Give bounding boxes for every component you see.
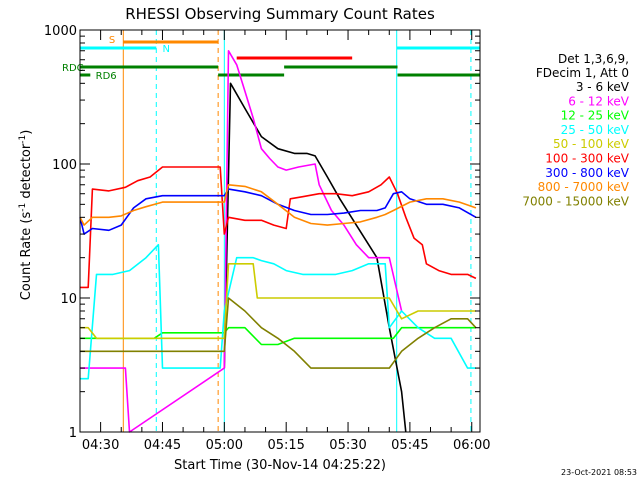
y-axis-label-sup1: -1 <box>18 203 28 212</box>
y-tick-label-1: 10 <box>60 292 77 307</box>
legend-entry-5: 100 - 300 keV <box>545 152 629 166</box>
x-tick-label-6: 06:00 <box>453 438 490 453</box>
legend-entry-6: 300 - 800 keV <box>545 166 629 180</box>
series-line-2 <box>80 326 476 346</box>
legend-entry-4: 50 - 100 keV <box>553 137 630 151</box>
x-tick-label-0: 04:30 <box>82 438 119 453</box>
series-line-0 <box>223 82 407 433</box>
plot-area: S N RDC RD6 <box>62 30 480 433</box>
annotation-label-s: S <box>109 35 115 46</box>
legend-entry-2: 12 - 25 keV <box>561 109 630 123</box>
y-tick-label-3: 1000 <box>44 24 77 39</box>
y-axis-label: Count Rate (s-1 detector-1) <box>18 130 34 301</box>
y-tick-label-2: 100 <box>52 158 77 173</box>
footer-date: 23-Oct-2021 08:53 <box>561 468 637 477</box>
y-axis-label-main: Count Rate (s <box>19 212 34 301</box>
chart-title: RHESSI Observing Summary Count Rates <box>125 5 435 23</box>
x-axis-label: Start Time (30-Nov-14 04:25:22) <box>174 458 386 473</box>
x-tick-label-4: 05:30 <box>329 438 366 453</box>
y-tick-label-0: 1 <box>69 426 77 441</box>
series-line-6 <box>79 188 477 235</box>
annotation-label-n: N <box>162 44 169 55</box>
series-line-4 <box>80 262 476 340</box>
legend-entry-3: 25 - 50 keV <box>561 123 630 137</box>
x-tick-label-5: 05:45 <box>391 438 428 453</box>
axis-ticks: 1 10 100 1000 04:30 04:45 05:00 05:15 05:30 05:45… <box>44 24 491 453</box>
plot-frame <box>79 29 481 433</box>
annotation-label-rd6: RD6 <box>96 71 117 82</box>
legend-entry-1: 6 - 12 keV <box>568 94 630 108</box>
series-line-5 <box>80 166 477 289</box>
legend-entry-8: 7000 - 15000 keV <box>522 194 629 208</box>
legend-entry-7: 800 - 7000 keV <box>538 180 630 194</box>
series-line-8 <box>80 297 477 369</box>
legend: Det 1,3,6,9, FDecim 1, Att 0 3 - 6 keV6 … <box>522 52 629 208</box>
y-axis-label-sup2: -1 <box>18 135 28 144</box>
series-line-7 <box>79 184 477 226</box>
x-tick-label-1: 04:45 <box>144 438 181 453</box>
legend-header-line-1: Det 1,3,6,9, <box>558 52 629 66</box>
x-tick-label-2: 05:00 <box>206 438 243 453</box>
series-line-3 <box>80 243 476 380</box>
annotation-label-rdc: RDC <box>62 63 84 74</box>
y-axis-label-mid: detector <box>19 143 34 203</box>
x-tick-label-3: 05:15 <box>267 438 304 453</box>
svg-text:Count Rate (s-1 detector-1): Count Rate (s-1 detector-1) <box>18 130 34 301</box>
legend-header-line-2: FDecim 1, Att 0 <box>536 66 629 80</box>
legend-entry-0: 3 - 6 keV <box>576 80 630 94</box>
series-line-1 <box>80 49 403 433</box>
y-axis-label-end: ) <box>19 130 34 135</box>
